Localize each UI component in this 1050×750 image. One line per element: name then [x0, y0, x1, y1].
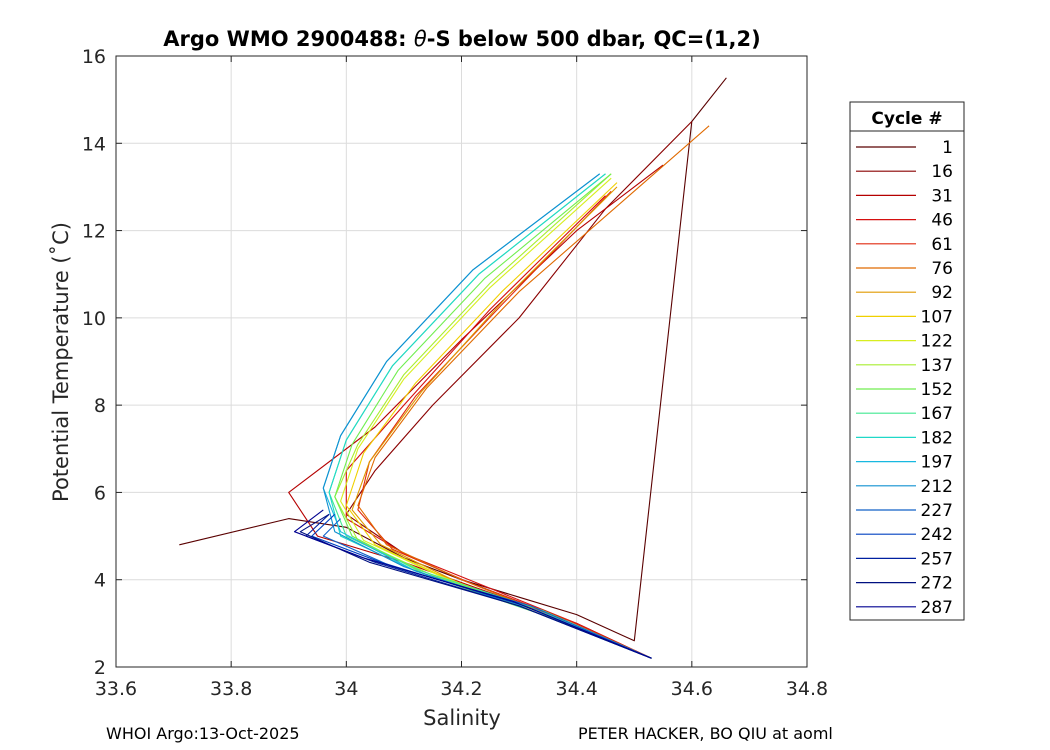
legend-entry-label: 61 [931, 235, 953, 255]
series-line-cycle-272 [299, 513, 652, 659]
legend-entry-label: 257 [921, 549, 953, 569]
x-axis-label: Salinity [423, 706, 501, 730]
legend-title: Cycle # [871, 109, 942, 129]
legend-entry-label: 46 [931, 211, 953, 231]
chart-title: Argo WMO 2900488: θ-S below 500 dbar, QC… [163, 27, 760, 51]
legend-entry-label: 272 [921, 574, 953, 594]
footer-left: WHOI Argo:13-Oct-2025 [106, 724, 300, 743]
y-axis-label: Potential Temperature (˚C) [49, 222, 73, 502]
legend-entry-label: 242 [921, 525, 953, 545]
legend-entry-label: 197 [921, 453, 953, 473]
legend-entry-label: 107 [921, 307, 953, 327]
data-series [179, 77, 727, 659]
legend: Cycle # 11631466176921071221371521671821… [849, 101, 965, 621]
x-tick-label: 34 [334, 678, 358, 700]
y-tick-label: 4 [94, 570, 106, 592]
axis-ticks: 33.6 33.8 34 34.2 34.4 34.6 34.8 2 4 6 8 10 12 14 16 [82, 46, 828, 700]
legend-entry-label: 16 [931, 162, 953, 182]
chart-title-theta: θ [414, 27, 427, 51]
y-tick-label: 10 [82, 308, 106, 330]
x-tick-label: 34.6 [671, 678, 713, 700]
chart-title-prefix: Argo WMO 2900488: [163, 27, 414, 51]
x-tick-label: 34.8 [786, 678, 828, 700]
legend-entry-label: 1 [942, 138, 953, 158]
y-tick-label: 8 [94, 395, 106, 417]
y-tick-label: 14 [82, 133, 106, 155]
legend-entry-label: 137 [921, 356, 953, 376]
legend-entry-label: 227 [921, 501, 953, 521]
legend-entry-label: 122 [921, 332, 953, 352]
x-tick-label: 34.2 [440, 678, 482, 700]
y-tick-label: 12 [82, 221, 106, 243]
x-tick-label: 34.4 [556, 678, 598, 700]
footer-right: PETER HACKER, BO QIU at aoml [578, 724, 833, 743]
legend-entry-label: 31 [931, 186, 953, 206]
legend-entries: 1 16 31 46 61 76 92 107 122 137 152 167 182 197 212 227… [856, 138, 953, 618]
y-tick-label: 6 [94, 482, 106, 504]
series-line-cycle-212 [322, 173, 652, 659]
legend-entry-label: 167 [921, 404, 953, 424]
chart-title-suffix: -S below 500 dbar, QC=(1,2) [427, 27, 761, 51]
legend-entry-label: 152 [921, 380, 953, 400]
legend-entry-label: 76 [931, 259, 953, 279]
y-tick-label: 16 [82, 46, 106, 68]
series-line-cycle-76 [357, 125, 710, 659]
y-tick-label: 2 [94, 657, 106, 679]
legend-entry-label: 182 [921, 428, 953, 448]
series-line-cycle-287 [293, 509, 652, 659]
x-tick-label: 33.6 [95, 678, 137, 700]
legend-entry-label: 212 [921, 477, 953, 497]
x-tick-label: 33.8 [210, 678, 252, 700]
legend-entry-label: 92 [931, 283, 953, 303]
legend-entry-label: 287 [921, 598, 953, 618]
